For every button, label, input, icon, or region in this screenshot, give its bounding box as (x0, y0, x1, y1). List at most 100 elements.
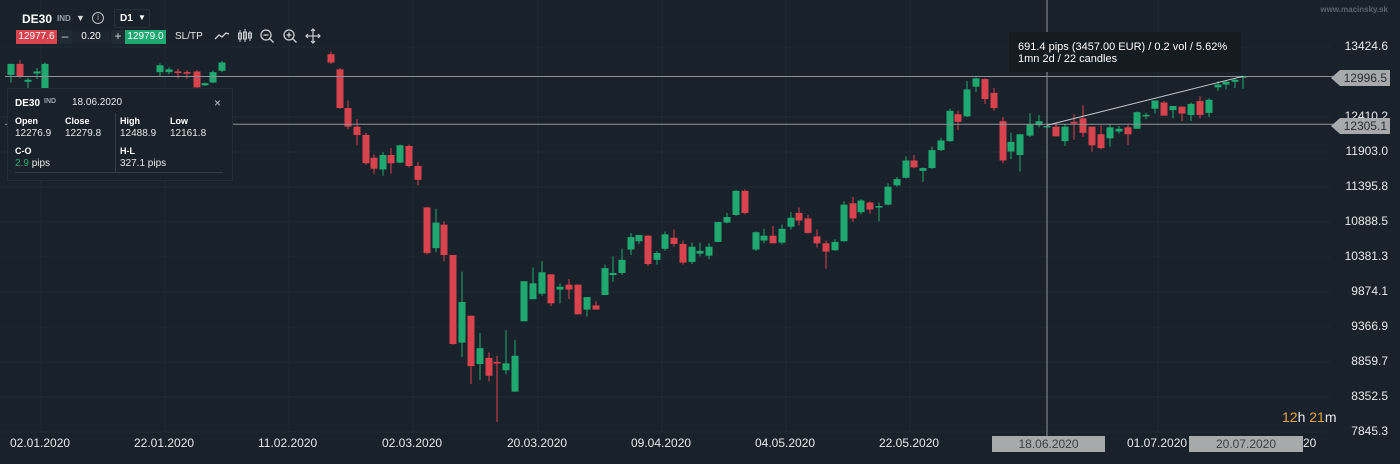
candle[interactable] (574, 284, 582, 315)
candle[interactable] (520, 281, 528, 322)
candle[interactable] (919, 167, 927, 182)
candle[interactable] (1151, 100, 1159, 114)
candle[interactable] (193, 70, 201, 91)
candle[interactable] (423, 206, 431, 255)
candle[interactable] (592, 301, 600, 310)
candle[interactable] (556, 283, 564, 304)
candle[interactable] (183, 70, 191, 80)
candle[interactable] (405, 144, 413, 168)
symbol-name[interactable]: DE30 (22, 12, 53, 26)
candle[interactable] (778, 224, 786, 245)
candle[interactable] (644, 235, 652, 267)
candle[interactable] (1222, 80, 1230, 90)
candle[interactable] (849, 197, 857, 222)
volume-decrease-button[interactable]: – (58, 30, 72, 44)
candle[interactable] (1061, 123, 1069, 146)
candle[interactable] (963, 81, 971, 118)
zoom-out-icon[interactable] (259, 28, 275, 44)
candle[interactable] (1088, 126, 1096, 152)
candle[interactable] (1160, 101, 1168, 116)
candle[interactable] (1169, 105, 1177, 119)
candle[interactable] (396, 144, 404, 164)
candle[interactable] (387, 148, 395, 174)
candle[interactable] (1026, 113, 1034, 138)
candle[interactable] (353, 119, 361, 146)
candle[interactable] (502, 330, 510, 375)
candle[interactable] (485, 352, 493, 382)
buy-button[interactable]: 12979.0 (125, 30, 166, 44)
candle[interactable] (33, 68, 41, 80)
candle[interactable] (1079, 105, 1087, 138)
candle[interactable] (1187, 102, 1195, 122)
candle[interactable] (440, 221, 448, 262)
candle[interactable] (635, 235, 643, 244)
candle[interactable] (156, 63, 164, 77)
candle[interactable] (565, 279, 573, 300)
candle[interactable] (696, 242, 704, 257)
candle[interactable] (831, 239, 839, 251)
trend-line[interactable] (1046, 75, 1244, 126)
candle[interactable] (344, 100, 352, 130)
candle[interactable] (910, 154, 918, 169)
candle[interactable] (822, 240, 830, 269)
candle[interactable] (1007, 132, 1015, 160)
candle[interactable] (972, 77, 980, 93)
candle[interactable] (493, 355, 501, 423)
candle[interactable] (840, 201, 848, 242)
sltp-button[interactable]: SL/TP (175, 31, 203, 42)
candle[interactable] (1133, 111, 1141, 129)
candle[interactable] (795, 207, 803, 226)
candle[interactable] (813, 229, 821, 248)
candle[interactable] (954, 110, 962, 131)
candle[interactable] (946, 108, 954, 142)
candle[interactable] (1142, 112, 1150, 120)
candle[interactable] (1196, 96, 1204, 119)
candle[interactable] (705, 243, 713, 260)
candle[interactable] (449, 255, 457, 345)
candle[interactable] (670, 229, 678, 247)
candle[interactable] (609, 256, 617, 282)
candle[interactable] (875, 202, 883, 222)
candle[interactable] (884, 183, 892, 206)
candle[interactable] (41, 62, 49, 89)
candle[interactable] (547, 274, 555, 307)
candle[interactable] (769, 226, 777, 244)
candle[interactable] (1052, 123, 1060, 137)
candle[interactable] (432, 208, 440, 253)
candle[interactable] (511, 339, 519, 392)
candle[interactable] (538, 261, 546, 296)
candle[interactable] (866, 201, 874, 214)
candle[interactable] (1239, 75, 1247, 89)
candle[interactable] (752, 231, 760, 251)
candle[interactable] (661, 231, 669, 251)
candle[interactable] (723, 212, 731, 224)
candle[interactable] (732, 190, 740, 216)
candle[interactable] (414, 161, 422, 186)
candle[interactable] (741, 189, 749, 215)
candle[interactable] (990, 88, 998, 111)
candle[interactable] (601, 264, 609, 296)
candle[interactable] (336, 68, 344, 109)
candle[interactable] (1205, 98, 1213, 118)
candle[interactable] (928, 146, 936, 169)
candle[interactable] (787, 212, 795, 230)
candle[interactable] (653, 250, 661, 265)
candle[interactable] (1178, 106, 1186, 122)
candle[interactable] (379, 152, 387, 176)
candle[interactable] (529, 267, 537, 300)
candle[interactable] (1124, 125, 1132, 146)
candle[interactable] (981, 78, 989, 104)
candle[interactable] (857, 199, 865, 215)
candle[interactable] (804, 214, 812, 234)
candle[interactable] (627, 232, 635, 256)
candle[interactable] (7, 63, 15, 83)
candle[interactable] (370, 154, 378, 175)
sell-button[interactable]: 12977.6 (16, 30, 57, 44)
candle[interactable] (760, 228, 768, 244)
candle[interactable] (1035, 114, 1043, 128)
candle[interactable] (902, 156, 910, 179)
line-chart-icon[interactable] (214, 28, 230, 44)
candle[interactable] (1115, 125, 1123, 134)
candle[interactable] (583, 297, 591, 317)
